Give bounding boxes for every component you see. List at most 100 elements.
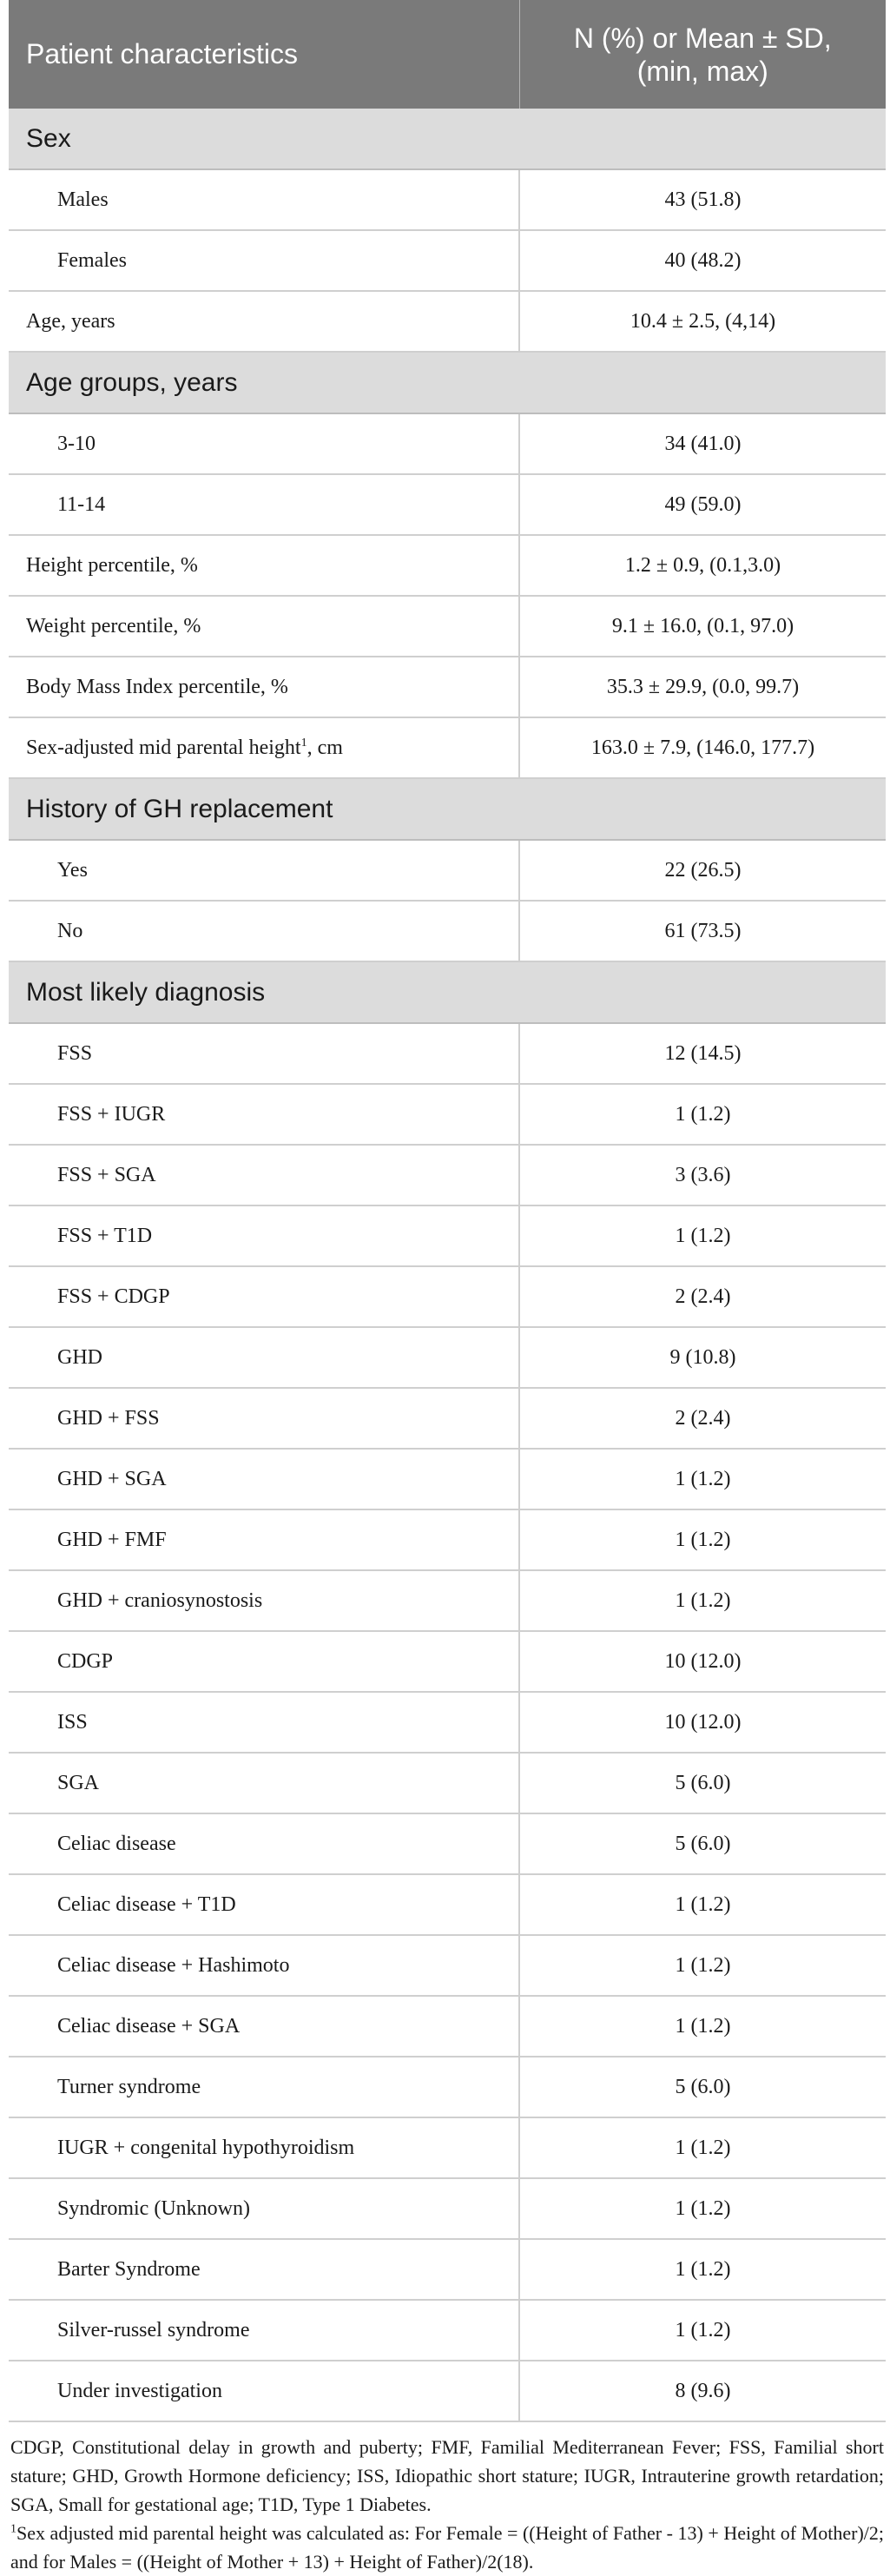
row-label: Body Mass Index percentile, % [9, 657, 520, 718]
diagnosis-rows: FSS 12 (14.5) FSS + IUGR 1 (1.2) FSS + SGA 3 … [9, 1023, 886, 2422]
table-row: Body Mass Index percentile, % 35.3 ± 29.… [9, 657, 886, 718]
row-value: 1.2 ± 0.9, (0.1,3.0) [519, 535, 886, 597]
row-value: 34 (41.0) [519, 413, 886, 475]
table-row: Height percentile, % 1.2 ± 0.9, (0.1,3.0… [9, 535, 886, 597]
table-row: IUGR + congenital hypothyroidism 1 (1.2) [9, 2117, 886, 2179]
table-row: FSS + SGA 3 (3.6) [9, 1145, 886, 1206]
table-row: Celiac disease + Hashimoto 1 (1.2) [9, 1935, 886, 1997]
row-label: Females [9, 230, 520, 292]
row-value: 49 (59.0) [519, 474, 886, 536]
diagnosis-label: FSS + IUGR [9, 1084, 520, 1146]
diagnosis-label: FSS + SGA [9, 1145, 520, 1206]
diagnosis-value: 9 (10.8) [519, 1327, 886, 1389]
table-row: Sex-adjusted mid parental height1, cm 16… [9, 717, 886, 779]
row-value: 40 (48.2) [519, 230, 886, 292]
diagnosis-value: 1 (1.2) [519, 1084, 886, 1146]
row-label: Weight percentile, % [9, 596, 520, 657]
diagnosis-value: 2 (2.4) [519, 1266, 886, 1328]
header-statistic-line1: N (%) or Mean ± SD, [573, 22, 832, 54]
section-row-diagnosis: Most likely diagnosis [9, 961, 886, 1024]
table-row: Age, years 10.4 ± 2.5, (4,14) [9, 291, 886, 353]
table-row: Celiac disease + T1D 1 (1.2) [9, 1874, 886, 1936]
table-row: Males 43 (51.8) [9, 169, 886, 231]
row-value: 10.4 ± 2.5, (4,14) [519, 291, 886, 353]
characteristics-table-container: Patient characteristics N (%) or Mean ± … [9, 0, 886, 2576]
diagnosis-label: GHD + SGA [9, 1449, 520, 1510]
section-row-gh-history: History of GH replacement [9, 778, 886, 841]
diagnosis-value: 1 (1.2) [519, 2178, 886, 2240]
row-label: Age, years [9, 291, 520, 353]
diagnosis-label: SGA [9, 1753, 520, 1814]
table-row: Weight percentile, % 9.1 ± 16.0, (0.1, 9… [9, 596, 886, 657]
table-row: No 61 (73.5) [9, 901, 886, 962]
section-label: History of GH replacement [9, 778, 886, 841]
diagnosis-value: 10 (12.0) [519, 1692, 886, 1754]
diagnosis-value: 1 (1.2) [519, 1509, 886, 1571]
table-row: GHD 9 (10.8) [9, 1327, 886, 1389]
row-label: No [9, 901, 520, 962]
row-value: 35.3 ± 29.9, (0.0, 99.7) [519, 657, 886, 718]
diagnosis-label: Celiac disease [9, 1813, 520, 1875]
table-row: FSS 12 (14.5) [9, 1023, 886, 1085]
diagnosis-value: 5 (6.0) [519, 2057, 886, 2118]
table-header-row: Patient characteristics N (%) or Mean ± … [9, 0, 886, 109]
diagnosis-label: FSS + T1D [9, 1205, 520, 1267]
diagnosis-label: Turner syndrome [9, 2057, 520, 2118]
diagnosis-label: ISS [9, 1692, 520, 1754]
diagnosis-value: 8 (9.6) [519, 2361, 886, 2422]
diagnosis-value: 3 (3.6) [519, 1145, 886, 1206]
patient-characteristics-table: Patient characteristics N (%) or Mean ± … [9, 0, 886, 2422]
diagnosis-value: 1 (1.2) [519, 1449, 886, 1510]
diagnosis-label: Syndromic (Unknown) [9, 2178, 520, 2240]
section-label: Age groups, years [9, 352, 886, 414]
table-row: GHD + FSS 2 (2.4) [9, 1388, 886, 1450]
section-label: Sex [9, 109, 886, 170]
table-row: FSS + T1D 1 (1.2) [9, 1205, 886, 1267]
table-row: SGA 5 (6.0) [9, 1753, 886, 1814]
section-label: Most likely diagnosis [9, 961, 886, 1024]
diagnosis-value: 12 (14.5) [519, 1023, 886, 1085]
diagnosis-value: 1 (1.2) [519, 1874, 886, 1936]
row-value: 43 (51.8) [519, 169, 886, 231]
midparental-label: Sex-adjusted mid parental height [26, 736, 301, 759]
midparental-note: 1Sex adjusted mid parental height was ca… [10, 2519, 884, 2576]
diagnosis-label: Celiac disease + SGA [9, 1996, 520, 2057]
table-row: Under investigation 8 (9.6) [9, 2361, 886, 2422]
table-row: FSS + CDGP 2 (2.4) [9, 1266, 886, 1328]
diagnosis-label: Under investigation [9, 2361, 520, 2422]
diagnosis-label: FSS [9, 1023, 520, 1085]
row-label: Sex-adjusted mid parental height1, cm [9, 717, 520, 779]
diagnosis-value: 1 (1.2) [519, 1570, 886, 1632]
table-row: Turner syndrome 5 (6.0) [9, 2057, 886, 2118]
row-value: 22 (26.5) [519, 840, 886, 902]
diagnosis-value: 10 (12.0) [519, 1631, 886, 1693]
table-row: Silver-russel syndrome 1 (1.2) [9, 2300, 886, 2361]
row-value: 163.0 ± 7.9, (146.0, 177.7) [519, 717, 886, 779]
row-label: 11-14 [9, 474, 520, 536]
diagnosis-label: Barter Syndrome [9, 2239, 520, 2301]
diagnosis-value: 1 (1.2) [519, 1935, 886, 1997]
row-value: 9.1 ± 16.0, (0.1, 97.0) [519, 596, 886, 657]
footnote-marker: 1 [300, 736, 307, 750]
table-row: 3-10 34 (41.0) [9, 413, 886, 475]
table-row: Celiac disease + SGA 1 (1.2) [9, 1996, 886, 2057]
table-row: FSS + IUGR 1 (1.2) [9, 1084, 886, 1146]
diagnosis-value: 1 (1.2) [519, 2117, 886, 2179]
diagnosis-label: GHD + craniosynostosis [9, 1570, 520, 1632]
diagnosis-label: CDGP [9, 1631, 520, 1693]
diagnosis-label: FSS + CDGP [9, 1266, 520, 1328]
row-label: 3-10 [9, 413, 520, 475]
diagnosis-value: 1 (1.2) [519, 1205, 886, 1267]
table-row: Celiac disease 5 (6.0) [9, 1813, 886, 1875]
table-row: GHD + FMF 1 (1.2) [9, 1509, 886, 1571]
table-row: Syndromic (Unknown) 1 (1.2) [9, 2178, 886, 2240]
row-label: Height percentile, % [9, 535, 520, 597]
diagnosis-value: 5 (6.0) [519, 1753, 886, 1814]
midparental-unit: , cm [307, 736, 343, 759]
diagnosis-label: Celiac disease + T1D [9, 1874, 520, 1936]
diagnosis-value: 1 (1.2) [519, 2300, 886, 2361]
section-row-sex: Sex [9, 109, 886, 170]
diagnosis-label: GHD + FSS [9, 1388, 520, 1450]
row-value: 61 (73.5) [519, 901, 886, 962]
table-row: GHD + craniosynostosis 1 (1.2) [9, 1570, 886, 1632]
